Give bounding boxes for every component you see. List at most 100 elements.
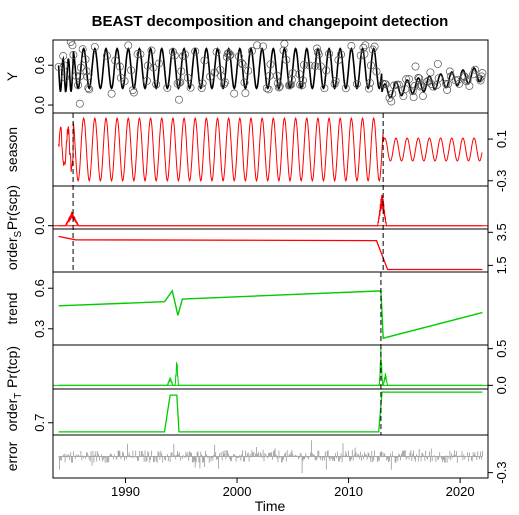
y-observation-point	[427, 79, 436, 88]
y-observation-point	[129, 88, 138, 97]
y-observation-point	[66, 40, 75, 46]
panel-order-s: 3.5 1.5 orderS	[4, 223, 509, 274]
panel-error: -0.3 error	[4, 434, 509, 484]
y-observation-point	[170, 51, 179, 60]
y-observation-point	[241, 89, 250, 98]
panel-data-7	[58, 440, 483, 474]
y-tick-label: 0.0	[494, 376, 509, 394]
y-observation-point	[381, 80, 390, 89]
panel-order-t: 0.7 orderT	[4, 388, 489, 436]
y-observation-point	[405, 75, 413, 84]
y-observation-point	[402, 75, 411, 84]
y-observation-point	[356, 51, 365, 60]
y-observation-point	[127, 66, 136, 75]
y-observation-point	[454, 75, 463, 84]
x-axis: 1990 2000 2010 2020	[111, 478, 475, 499]
panel-frame	[52, 388, 489, 436]
y-observation-point	[76, 63, 85, 72]
y-observation-point	[111, 56, 120, 65]
x-tick-label: 1990	[111, 484, 140, 499]
y-observation-point	[197, 84, 206, 92]
y-observation-point	[295, 70, 304, 79]
y-observation-point	[469, 70, 478, 79]
panel-y: 0.0 0.6 Y	[4, 39, 489, 114]
y-observation-point	[168, 47, 177, 56]
y-observation-point	[133, 50, 142, 59]
y-fit-line	[57, 47, 483, 99]
y-observation-point	[176, 78, 185, 87]
y-observation-point	[191, 47, 200, 56]
y-observation-point	[237, 59, 246, 68]
season-line	[58, 116, 483, 183]
y-observation-point	[266, 60, 275, 69]
y-observation-point	[300, 60, 308, 69]
y-observation-point	[234, 52, 243, 61]
order-t-line	[58, 391, 483, 433]
y-observation-point	[418, 81, 426, 90]
y-observation-point	[238, 60, 247, 69]
y-observation-point	[286, 80, 295, 89]
y-observation-point	[390, 81, 399, 90]
y-observation-point	[408, 87, 417, 96]
y-observation-point	[200, 56, 209, 65]
y-observation-point	[78, 45, 87, 54]
y-observation-point	[352, 79, 361, 88]
y-tick-label: 0.6	[32, 279, 47, 297]
y-observation-point	[476, 76, 485, 85]
y-observation-point	[305, 61, 314, 70]
panel-data-5	[53, 346, 488, 386]
panel-data-3	[58, 235, 483, 271]
y-observation-point	[288, 69, 297, 78]
y-observation-point	[409, 93, 418, 102]
y-observation-point	[152, 80, 161, 89]
y-observation-point	[253, 41, 262, 50]
y-observation-point	[471, 65, 479, 74]
panel-pr-tcp-: 0.5 0.0 Pr(tcp)	[4, 340, 509, 395]
y-observation-point	[372, 67, 381, 76]
y-observation-point	[212, 47, 221, 56]
y-observation-point	[225, 51, 234, 60]
y-observation-point	[216, 65, 225, 74]
y-observation-point	[72, 71, 81, 80]
y-observation-point	[401, 85, 410, 94]
y-tick-label: 0.5	[494, 340, 509, 358]
y-observation-point	[149, 63, 158, 72]
y-observation-point	[60, 61, 69, 70]
y-observation-point	[61, 73, 70, 82]
y-observation-point	[81, 55, 90, 64]
y-observation-point	[446, 72, 455, 81]
y-tick-label: 0.7	[32, 414, 47, 432]
y-observation-point	[107, 89, 116, 98]
y-observation-point	[445, 67, 454, 76]
y-observation-point	[54, 62, 63, 71]
y-observation-point	[366, 61, 375, 70]
y-observation-point	[74, 81, 83, 90]
y-observation-point	[443, 85, 452, 94]
order-s-line	[58, 235, 483, 271]
y-observation-point	[366, 79, 374, 87]
y-observation-point	[102, 51, 111, 60]
y-observation-point	[69, 50, 78, 59]
y-observation-point	[90, 42, 99, 51]
y-tick-label: 0.6	[32, 56, 47, 74]
panel-pr-scp-: 0.0 Pr(scp)	[4, 185, 489, 235]
y-observation-point	[147, 46, 156, 55]
y-observation-point	[475, 74, 484, 83]
y-observation-point	[429, 82, 438, 91]
y-observation-point	[274, 83, 283, 92]
pr-scp--line	[58, 194, 483, 227]
y-observation-point	[85, 85, 94, 94]
y-observation-point	[186, 83, 195, 92]
y-tick-label: -0.3	[494, 170, 509, 192]
y-observation-point	[360, 50, 369, 59]
y-observation-point	[433, 59, 442, 68]
y-observation-point	[365, 84, 373, 93]
chart-title: BEAST decomposition and changepoint dete…	[92, 13, 449, 30]
y-observation-point	[462, 77, 471, 86]
y-observation-point	[259, 42, 268, 51]
y-observation-point	[422, 77, 431, 86]
y-observation-point	[155, 59, 163, 68]
y-observation-point	[314, 50, 323, 59]
y-observation-point	[370, 42, 379, 51]
